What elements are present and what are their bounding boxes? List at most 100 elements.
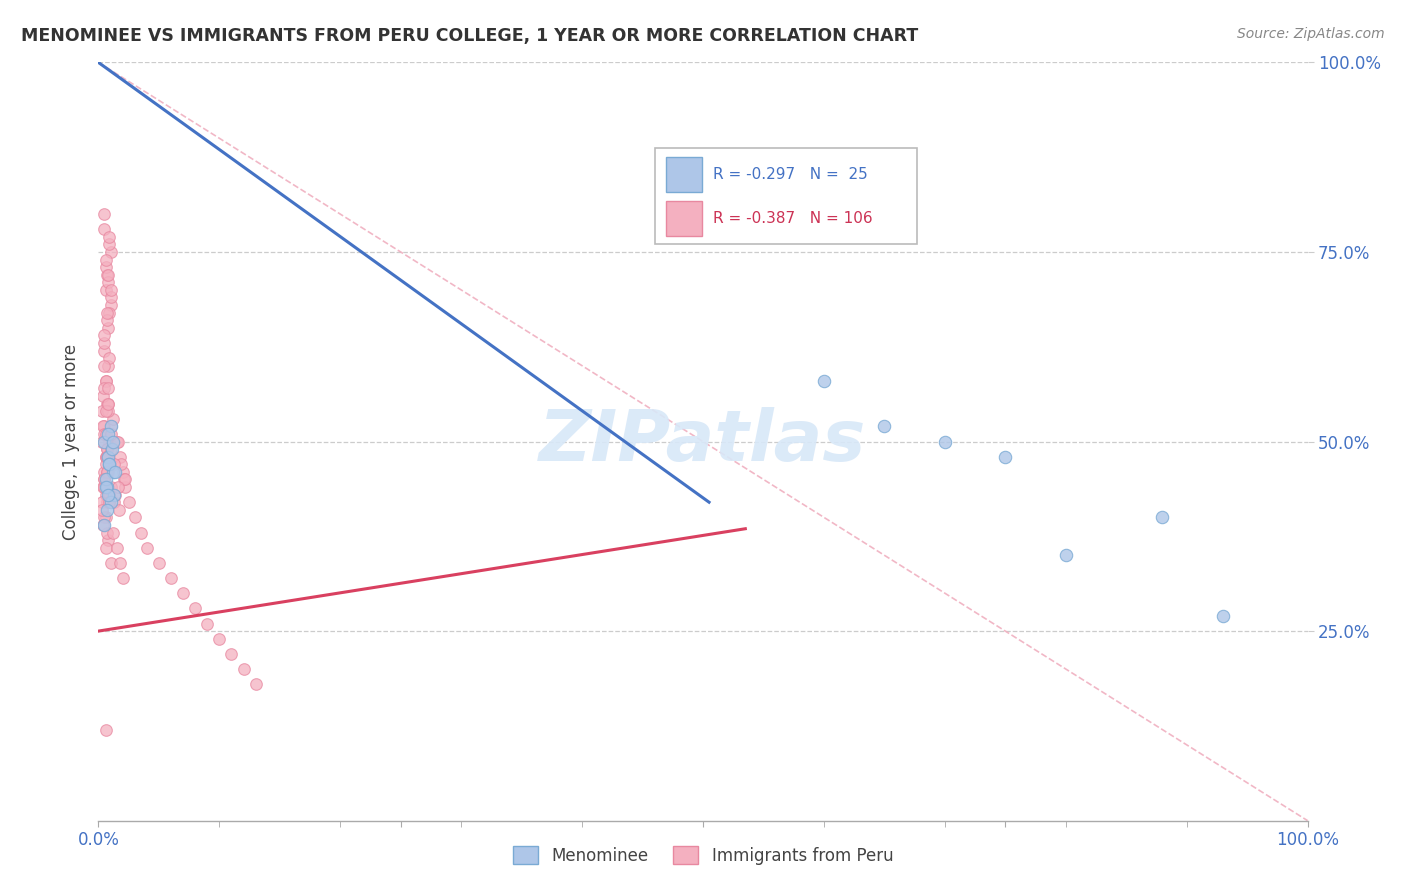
Point <box>94 404 117 418</box>
Point <box>96 525 118 540</box>
Point <box>96 503 118 517</box>
Point <box>97 450 120 464</box>
Point <box>101 434 124 449</box>
Point <box>93 427 115 442</box>
Point <box>100 298 122 312</box>
Point <box>994 450 1017 464</box>
Point <box>97 268 120 282</box>
Point <box>148 556 170 570</box>
Point <box>97 465 120 479</box>
Point <box>93 510 115 524</box>
Point <box>100 244 122 259</box>
Point <box>93 335 115 350</box>
FancyBboxPatch shape <box>665 157 702 192</box>
FancyBboxPatch shape <box>655 148 917 244</box>
Point <box>103 487 125 501</box>
Point <box>91 419 114 434</box>
Point <box>96 268 118 282</box>
Point <box>100 442 122 457</box>
Text: R = -0.297   N =  25: R = -0.297 N = 25 <box>713 167 868 182</box>
Point <box>107 434 129 449</box>
Point <box>97 275 120 289</box>
Point <box>97 427 120 442</box>
Point <box>94 480 117 494</box>
Point <box>98 229 121 244</box>
Point <box>208 632 231 646</box>
Point <box>114 473 136 487</box>
Point <box>100 427 122 442</box>
Point <box>98 434 121 449</box>
Point <box>105 541 128 555</box>
Point <box>100 283 122 297</box>
Point <box>100 442 122 457</box>
Point <box>103 458 125 472</box>
Point <box>91 517 114 532</box>
Point <box>100 419 122 434</box>
Point <box>96 465 118 479</box>
Point <box>96 450 118 464</box>
Point <box>94 473 117 487</box>
Point <box>96 313 118 327</box>
Point <box>94 510 117 524</box>
Point <box>245 677 267 691</box>
Point <box>91 480 114 494</box>
Point <box>97 396 120 410</box>
Point <box>91 389 114 403</box>
Point <box>103 495 125 509</box>
Point <box>1054 548 1077 563</box>
Point <box>94 487 117 501</box>
Point <box>94 260 117 275</box>
Point <box>104 465 127 479</box>
Point <box>96 396 118 410</box>
Point <box>1152 510 1174 524</box>
Point <box>108 450 131 464</box>
Point <box>98 487 121 501</box>
Point <box>97 320 120 334</box>
Point <box>813 374 835 388</box>
Point <box>94 541 117 555</box>
FancyBboxPatch shape <box>665 201 702 235</box>
Point <box>96 305 118 319</box>
Point <box>108 503 131 517</box>
Point <box>93 222 115 236</box>
Point <box>195 616 218 631</box>
Point <box>100 480 122 494</box>
Point <box>96 442 118 457</box>
Point <box>105 434 128 449</box>
Point <box>101 525 124 540</box>
Point <box>98 458 121 472</box>
Point <box>94 450 117 464</box>
Text: ZIPatlas: ZIPatlas <box>540 407 866 476</box>
Point <box>97 396 120 410</box>
Point <box>96 442 118 457</box>
Point <box>100 556 122 570</box>
Point <box>160 571 183 585</box>
Point <box>114 480 136 494</box>
Point <box>110 458 132 472</box>
Point <box>100 495 122 509</box>
Point <box>94 283 117 297</box>
Text: Source: ZipAtlas.com: Source: ZipAtlas.com <box>1237 27 1385 41</box>
Point <box>100 291 122 305</box>
Point <box>124 510 146 524</box>
Point <box>96 450 118 464</box>
Point <box>111 571 134 585</box>
Point <box>94 427 117 442</box>
Point <box>107 480 129 494</box>
Point <box>93 480 115 494</box>
Point <box>172 586 194 600</box>
Point <box>100 419 122 434</box>
Point <box>97 487 120 501</box>
Point <box>91 404 114 418</box>
Point <box>93 328 115 343</box>
Point <box>97 382 120 396</box>
Point <box>93 343 115 358</box>
Point <box>98 487 121 501</box>
Legend: Menominee, Immigrants from Peru: Menominee, Immigrants from Peru <box>505 838 901 873</box>
Point <box>93 382 115 396</box>
Point <box>98 351 121 366</box>
Point <box>94 374 117 388</box>
Point <box>93 419 115 434</box>
Point <box>104 487 127 501</box>
Point <box>221 647 243 661</box>
